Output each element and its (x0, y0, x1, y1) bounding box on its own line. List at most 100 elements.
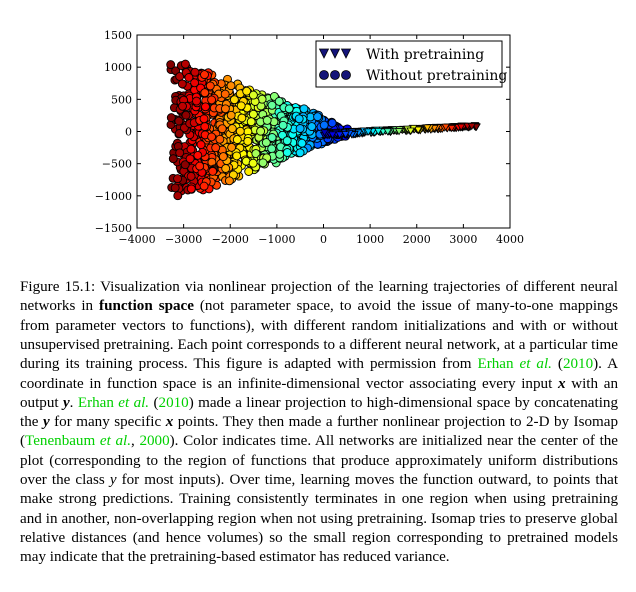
point-without-pretraining (232, 135, 242, 145)
point-without-pretraining (248, 90, 258, 100)
figure: −4000 −3000 −2000 −1000 0 1000 2000 3000 4000 −15… (0, 0, 636, 260)
point-without-pretraining (211, 143, 221, 153)
point-without-pretraining (227, 142, 237, 152)
point-without-pretraining (246, 117, 256, 127)
caption-text: points. They then made a further nonline… (20, 414, 618, 450)
y-tick-label: −1000 (95, 190, 132, 203)
point-without-pretraining (186, 184, 196, 194)
point-without-pretraining (220, 104, 230, 114)
caption-text: Figure 15.1: Visualization via nonlinear… (20, 279, 618, 315)
citation-year-link[interactable]: 2000 (139, 433, 170, 450)
point-with-pretraining (320, 129, 329, 137)
citation-author: Erhan (477, 356, 520, 373)
point-with-pretraining (335, 131, 344, 139)
point-without-pretraining (199, 181, 209, 191)
y-tick-label: 0 (125, 126, 132, 139)
point-without-pretraining (168, 154, 178, 164)
point-without-pretraining (193, 150, 203, 160)
caption-text: ). A coordinate in function space is an … (20, 356, 618, 392)
point-without-pretraining (196, 140, 206, 150)
point-with-pretraining (383, 128, 393, 136)
point-without-pretraining (192, 96, 201, 106)
caption-text: ). Color indicates time. All networks ar… (20, 433, 619, 489)
point-without-pretraining (200, 70, 209, 80)
point-without-pretraining (282, 136, 292, 146)
point-without-pretraining (173, 174, 183, 184)
point-without-pretraining (262, 115, 272, 125)
caption-text: ( (551, 356, 563, 373)
legend-label: With pretraining (366, 47, 484, 63)
x-tick-label: −2000 (212, 233, 249, 246)
caption-text: , (131, 433, 140, 450)
point-without-pretraining (226, 81, 236, 91)
point-without-pretraining (178, 101, 187, 111)
point-without-pretraining (226, 110, 236, 120)
point-without-pretraining (224, 176, 234, 186)
point-without-pretraining (195, 161, 205, 171)
point-without-pretraining (184, 73, 194, 82)
point-without-pretraining (307, 122, 317, 132)
scatter-chart: −4000 −3000 −2000 −1000 0 1000 2000 3000 4000 −15… (95, 29, 524, 246)
point-without-pretraining (218, 152, 228, 162)
point-without-pretraining (174, 129, 184, 138)
point-with-pretraining (423, 124, 432, 132)
citation-year-link[interactable]: 2010 (158, 394, 189, 411)
point-with-pretraining (374, 128, 383, 136)
caption-text: . (69, 394, 78, 411)
point-without-pretraining (327, 118, 337, 128)
citation-link[interactable]: Tenenbaum et al. (25, 433, 131, 449)
x-tick-label: −4000 (118, 233, 155, 246)
point-without-pretraining (243, 136, 253, 146)
point-without-pretraining (242, 86, 252, 96)
point-without-pretraining (220, 89, 230, 99)
legend-marker-circle-icon (319, 70, 329, 80)
point-without-pretraining (313, 112, 323, 122)
citation-link[interactable]: Erhan et al. (78, 395, 149, 411)
math-vector-y: y (62, 394, 70, 411)
caption-text: for most inputs). Over time, learning mo… (20, 472, 619, 566)
x-tick-label: 2000 (403, 233, 431, 246)
math-var-y: y (109, 472, 117, 489)
x-tick-label: 4000 (496, 233, 524, 246)
point-with-pretraining (467, 122, 477, 131)
point-without-pretraining (284, 104, 294, 114)
point-without-pretraining (237, 113, 247, 123)
point-without-pretraining (256, 126, 266, 136)
point-without-pretraining (199, 114, 209, 124)
citation-etal: et al. (99, 433, 131, 450)
point-without-pretraining (235, 126, 245, 136)
point-with-pretraining (472, 123, 481, 131)
point-without-pretraining (248, 158, 258, 168)
citation-year-link[interactable]: 2010 (562, 356, 594, 373)
x-tick-label: 3000 (449, 233, 477, 246)
point-without-pretraining (248, 109, 258, 119)
math-vector-y: y (42, 414, 50, 431)
point-without-pretraining (174, 116, 184, 126)
citation-etal: et al. (519, 356, 552, 373)
citation-link[interactable]: Erhan et al. (478, 356, 552, 372)
legend-label: Without pretraining (366, 68, 507, 84)
point-without-pretraining (227, 124, 237, 134)
point-with-pretraining (341, 131, 350, 139)
point-without-pretraining (267, 133, 277, 142)
point-with-pretraining (328, 131, 337, 139)
legend-marker-triangle-down-icon (329, 48, 341, 59)
point-without-pretraining (229, 95, 239, 105)
caption-text: for many specific (49, 414, 166, 431)
caption-text: ( (149, 394, 159, 411)
point-without-pretraining (207, 132, 217, 142)
point-without-pretraining (180, 59, 190, 69)
math-vector-x: x (165, 414, 174, 431)
y-tick-label: 500 (111, 93, 132, 106)
point-without-pretraining (173, 191, 183, 201)
point-without-pretraining (205, 81, 215, 91)
point-without-pretraining (166, 60, 176, 70)
legend-marker-circle-icon (341, 70, 351, 80)
point-without-pretraining (274, 96, 284, 106)
point-without-pretraining (275, 149, 285, 159)
point-with-pretraining (441, 123, 451, 132)
point-without-pretraining (295, 124, 305, 133)
point-without-pretraining (175, 148, 185, 158)
point-without-pretraining (267, 100, 277, 110)
point-without-pretraining (190, 67, 200, 77)
